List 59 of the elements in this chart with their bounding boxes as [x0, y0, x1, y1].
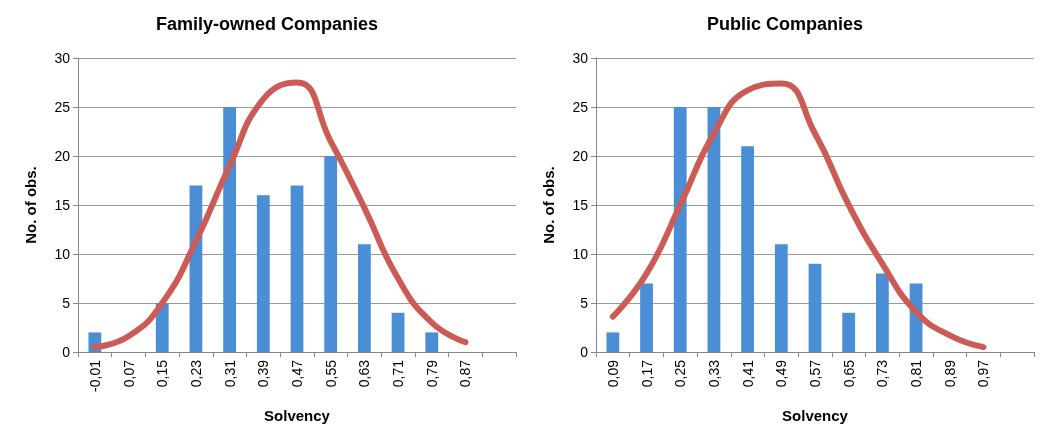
x-tick-label: 0,33	[705, 359, 722, 388]
bar	[842, 312, 856, 352]
x-tick-label: 0,65	[840, 359, 857, 388]
bar	[425, 332, 439, 352]
chart-title: Family-owned Companies	[155, 14, 379, 34]
y-tick-label: 5	[62, 295, 71, 311]
y-tick-label: 15	[54, 197, 71, 213]
x-tick-label: 0,79	[423, 359, 440, 388]
y-tick-label: 25	[54, 99, 71, 115]
x-tick-label: 0,23	[187, 359, 204, 388]
x-tick-label: 0,49	[773, 359, 790, 388]
bar	[808, 263, 822, 352]
x-tick-label: -0,01	[86, 359, 103, 392]
y-axis-title: No. of obs.	[22, 166, 39, 244]
y-tick-label: 30	[572, 50, 589, 66]
x-tick-label: 0,87	[457, 359, 474, 388]
x-tick-label: 0,57	[807, 359, 823, 388]
x-tick-label: 0,81	[908, 359, 925, 388]
x-axis-title: Solvency	[264, 407, 331, 424]
x-tick-label: 0,31	[221, 359, 238, 388]
y-tick-label: 10	[572, 246, 589, 262]
bar	[223, 107, 237, 352]
y-tick-label: 0	[62, 344, 71, 360]
x-tick-label: 0,73	[874, 359, 891, 388]
x-tick-label: 0,15	[154, 359, 171, 388]
x-tick-label: 0,55	[322, 359, 339, 388]
bar	[357, 244, 371, 352]
bar	[324, 156, 338, 352]
x-tick-label: 0,71	[390, 359, 407, 388]
y-tick-label: 20	[54, 148, 71, 164]
bar	[741, 146, 755, 352]
chart-title: Public Companies	[706, 14, 864, 34]
y-tick-label: 0	[580, 344, 589, 360]
y-tick-label: 15	[572, 197, 589, 213]
x-axis-title: Solvency	[782, 407, 849, 424]
y-tick-label: 20	[572, 148, 589, 164]
x-tick-label: 0,63	[356, 359, 373, 388]
bar	[256, 195, 270, 352]
bar	[391, 312, 405, 352]
bar	[640, 283, 653, 352]
bar	[875, 273, 889, 352]
bar	[774, 244, 788, 352]
bar	[673, 107, 687, 352]
y-tick-label: 10	[54, 246, 71, 262]
bar	[290, 185, 304, 352]
x-tick-label: 0,97	[975, 359, 992, 388]
x-tick-label: 0,89	[941, 359, 958, 388]
x-tick-label: 0,39	[255, 359, 272, 388]
x-tick-label: 0,41	[739, 359, 756, 388]
x-tick-label: 0,09	[604, 359, 621, 388]
y-tick-label: 30	[54, 50, 71, 66]
bar	[606, 332, 620, 352]
y-axis-title: No. of obs.	[540, 166, 557, 244]
x-tick-label: 0,17	[638, 359, 655, 388]
x-tick-label: 0,25	[672, 359, 689, 388]
x-tick-label: 0,47	[289, 359, 305, 388]
x-tick-label: 0,07	[120, 359, 137, 388]
y-tick-label: 25	[572, 99, 589, 115]
y-tick-label: 5	[580, 295, 589, 311]
